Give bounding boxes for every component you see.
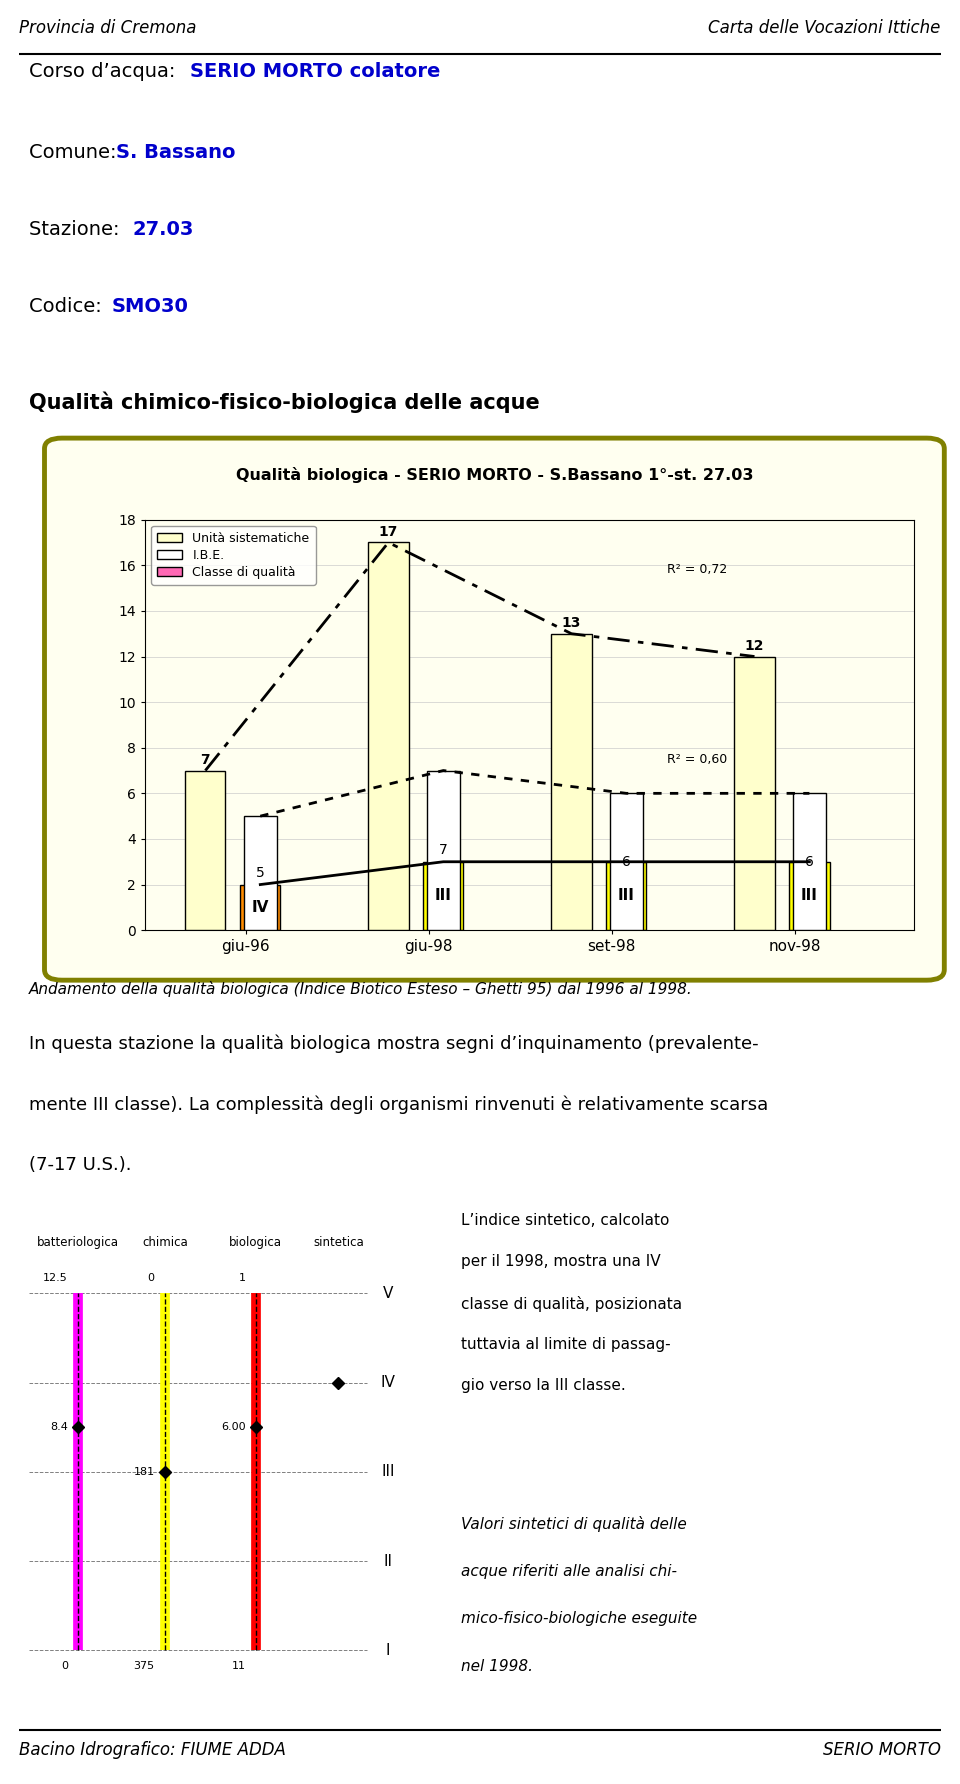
Text: Qualità chimico-fisico-biologica delle acque: Qualità chimico-fisico-biologica delle a… (29, 392, 540, 414)
Text: chimica: chimica (142, 1236, 188, 1249)
Bar (734, 657, 775, 929)
Bar (789, 862, 829, 929)
Text: III: III (381, 1465, 395, 1479)
Text: II: II (383, 1554, 393, 1568)
Text: per il 1998, mostra una IV: per il 1998, mostra una IV (461, 1254, 660, 1270)
Text: SERIO MORTO colatore: SERIO MORTO colatore (190, 62, 441, 82)
Text: 375: 375 (133, 1661, 155, 1672)
Text: Valori sintetici di qualità delle: Valori sintetici di qualità delle (461, 1516, 686, 1532)
Text: III: III (618, 888, 635, 903)
Bar (427, 771, 460, 929)
Text: mico-fisico-biologiche eseguite: mico-fisico-biologiche eseguite (461, 1611, 697, 1627)
Text: gio verso la III classe.: gio verso la III classe. (461, 1377, 626, 1393)
Text: 11: 11 (231, 1661, 246, 1672)
Text: Stazione:: Stazione: (29, 219, 126, 239)
Text: IV: IV (252, 899, 269, 915)
Text: 7: 7 (201, 753, 210, 767)
Text: 0: 0 (148, 1272, 155, 1283)
Bar (369, 542, 409, 929)
Bar (551, 633, 591, 929)
Text: V: V (383, 1286, 394, 1301)
Text: 6: 6 (804, 855, 814, 869)
Bar (610, 794, 643, 929)
Text: Bacino Idrografico: FIUME ADDA: Bacino Idrografico: FIUME ADDA (19, 1741, 286, 1759)
Text: 5: 5 (256, 867, 265, 880)
Text: nel 1998.: nel 1998. (461, 1659, 533, 1673)
Text: III: III (801, 888, 818, 903)
Text: (7-17 U.S.).: (7-17 U.S.). (29, 1156, 132, 1174)
Bar (423, 862, 464, 929)
Text: 8.4: 8.4 (50, 1422, 68, 1433)
Text: 17: 17 (378, 524, 398, 539)
Text: III: III (435, 888, 452, 903)
Text: 12: 12 (745, 639, 764, 653)
Text: Provincia di Cremona: Provincia di Cremona (19, 18, 197, 36)
Text: 6: 6 (622, 855, 631, 869)
Text: SMO30: SMO30 (111, 296, 188, 316)
Text: mente III classe). La complessità degli organismi rinvenuti è relativamente scar: mente III classe). La complessità degli … (29, 1095, 768, 1113)
Bar (606, 862, 646, 929)
Text: S. Bassano: S. Bassano (116, 143, 236, 162)
Text: I: I (386, 1643, 390, 1657)
FancyBboxPatch shape (44, 439, 945, 979)
Text: Corso d’acqua:: Corso d’acqua: (29, 62, 181, 82)
Legend: Unità sistematiche, I.B.E., Classe di qualità: Unità sistematiche, I.B.E., Classe di qu… (152, 526, 316, 585)
Text: L’indice sintetico, calcolato: L’indice sintetico, calcolato (461, 1213, 669, 1227)
Text: Qualità biologica - SERIO MORTO - S.Bassano 1°-st. 27.03: Qualità biologica - SERIO MORTO - S.Bass… (235, 467, 754, 483)
Text: Comune:: Comune: (29, 143, 123, 162)
Text: 13: 13 (562, 615, 581, 630)
Bar (793, 794, 826, 929)
Text: 1: 1 (238, 1272, 246, 1283)
Text: 27.03: 27.03 (132, 219, 193, 239)
Text: R² = 0,72: R² = 0,72 (666, 564, 727, 576)
Text: 12.5: 12.5 (43, 1272, 68, 1283)
Text: sintetica: sintetica (313, 1236, 364, 1249)
Bar (185, 771, 226, 929)
Text: acque riferiti alle analisi chi-: acque riferiti alle analisi chi- (461, 1565, 677, 1579)
Text: tuttavia al limite di passag-: tuttavia al limite di passag- (461, 1336, 670, 1352)
Text: batteriologica: batteriologica (37, 1236, 119, 1249)
Text: 181: 181 (133, 1466, 155, 1477)
Text: classe di qualità, posizionata: classe di qualità, posizionata (461, 1295, 682, 1311)
Text: R² = 0,60: R² = 0,60 (666, 753, 727, 765)
Bar (240, 885, 280, 929)
Text: 6.00: 6.00 (221, 1422, 246, 1433)
Text: 7: 7 (439, 844, 447, 858)
Text: IV: IV (380, 1375, 396, 1390)
Text: Carta delle Vocazioni Ittiche: Carta delle Vocazioni Ittiche (708, 18, 941, 36)
Text: Codice:: Codice: (29, 296, 108, 316)
Text: 0: 0 (61, 1661, 68, 1672)
Text: biologica: biologica (229, 1236, 282, 1249)
Text: SERIO MORTO: SERIO MORTO (823, 1741, 941, 1759)
Bar (244, 815, 276, 929)
Text: Andamento della qualità biologica (Indice Biotico Esteso – Ghetti 95) dal 1996 a: Andamento della qualità biologica (Indic… (29, 981, 692, 997)
Text: In questa stazione la qualità biologica mostra segni d’inquinamento (prevalente-: In questa stazione la qualità biologica … (29, 1035, 758, 1053)
